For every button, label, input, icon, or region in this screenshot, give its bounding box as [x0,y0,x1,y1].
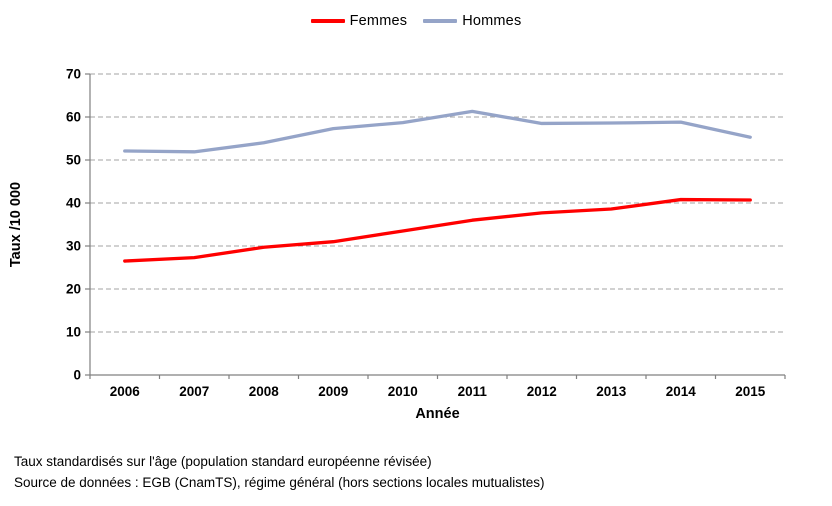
series-line-femmes [123,197,752,263]
y-tick-label: 30 [66,239,81,254]
hommes-line-swatch [423,19,458,23]
legend-item-hommes: Hommes [423,13,521,29]
x-tick-label: 2015 [735,384,766,399]
femmes-line-swatch [310,19,345,23]
x-tick-label: 2014 [666,384,697,399]
x-tick-label: 2010 [388,384,418,399]
y-tick-label: 60 [66,110,81,125]
chart-footnotes: Taux standardisés sur l'âge (population … [14,452,545,493]
footnote-standardisation: Taux standardisés sur l'âge (population … [14,454,432,469]
x-tick-label: 2011 [458,384,488,399]
legend-label-femmes: Femmes [349,13,408,29]
y-tick-label: 40 [66,196,81,211]
x-tick-label: 2013 [596,384,627,399]
x-tick-label: 2007 [179,384,209,399]
x-tick-label: 2012 [527,384,557,399]
y-tick-label: 20 [66,282,81,297]
y-tick-label: 70 [66,67,81,82]
chart-canvas: 0 10 20 30 40 50 60 70 2006 2007 2008 2009 2010 2011 2… [8,67,786,422]
x-axis-title: Année [415,406,459,422]
y-tick-label: 0 [73,368,81,383]
y-axis-title: Taux /10 000 [8,182,24,267]
x-tick-label: 2008 [249,384,280,399]
legend-item-femmes: Femmes [310,13,408,29]
footnote-source: Source de données : EGB (CnamTS), régime… [14,474,545,490]
x-tick-label: 2009 [318,384,348,399]
chart-legend: Femmes Hommes [0,13,832,29]
y-tick-label: 50 [66,153,81,168]
legend-label-hommes: Hommes [462,13,522,29]
series-line-hommes [123,109,752,154]
x-tick-label: 2006 [110,384,141,399]
y-tick-label: 10 [66,325,81,340]
